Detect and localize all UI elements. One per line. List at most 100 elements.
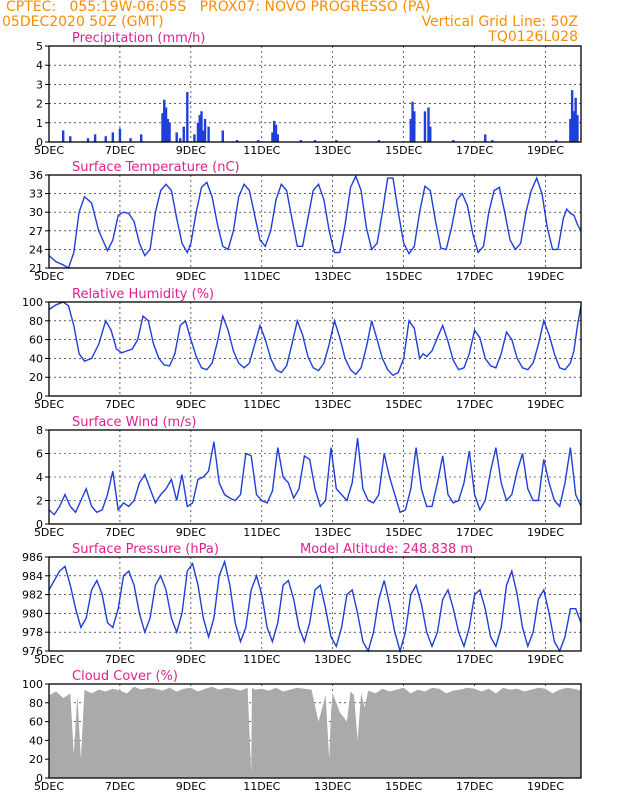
panel-6-y-tick-label: 0 — [36, 772, 43, 785]
panel-1-bar — [111, 132, 115, 142]
panel-5-x-tick-label: 13DEC — [314, 653, 351, 666]
panel-6-x-tick-label: 9DEC — [176, 780, 206, 793]
panel-4-x-tick-label: 9DEC — [176, 526, 206, 539]
panel-3-y-tick-label: 60 — [29, 334, 43, 347]
panel-6-y-tick-label: 100 — [22, 678, 43, 691]
panel-1-bar — [572, 111, 576, 142]
panel-1-bar — [423, 111, 427, 142]
panel-4-y-tick-label: 0 — [36, 518, 43, 531]
panel-1-bar — [202, 130, 205, 142]
panel-6-x-tick-label: 7DEC — [105, 780, 135, 793]
panel-4-title: Surface Wind (m/s) — [72, 415, 196, 430]
panel-6-x-tick-label: 17DEC — [456, 780, 493, 793]
panel-5-y-tick-label: 982 — [22, 589, 43, 602]
panel-2-y-tick-label: 33 — [29, 188, 43, 201]
panel-1-bar — [207, 126, 210, 142]
panel-6-x-tick-label: 15DEC — [385, 780, 422, 793]
panel-4-frame — [48, 429, 582, 525]
panel-1-bar — [93, 134, 97, 142]
panel-2-y-tick-label: 24 — [29, 243, 43, 256]
header-line1: CPTEC: 055:19W-06:05S PROX07: NOVO PROGR… — [6, 0, 431, 15]
panel-6-y-tick-label: 60 — [29, 716, 43, 729]
panel-2-x-tick-label: 15DEC — [385, 270, 422, 283]
panel-3-series-line — [48, 301, 582, 377]
panel-6-x-tick-label: 13DEC — [314, 780, 351, 793]
panel-1-bar — [200, 111, 203, 142]
panel-1-bar — [104, 136, 107, 142]
panel-1-bar — [411, 101, 414, 142]
panel-1-x-tick-label: 7DEC — [105, 144, 135, 157]
panel-1-x-tick-label: 15DEC — [385, 144, 422, 157]
panel-1-y-tick-label: 3 — [36, 78, 43, 91]
panel-1-bar — [193, 134, 196, 142]
panel-6-frame — [48, 683, 582, 779]
panel-6-title: Cloud Cover (%) — [72, 669, 178, 684]
panel-1-bar — [274, 124, 278, 142]
panel-4-x-tick-label: 11DEC — [243, 526, 280, 539]
panel-3-x-tick-label: 15DEC — [385, 398, 422, 411]
panel-4-x-tick-label: 15DEC — [385, 526, 422, 539]
panel-3-x-tick-label: 5DEC — [34, 398, 64, 411]
panel-1-y-tick-label: 0 — [36, 136, 43, 149]
panel-5-title: Surface Pressure (hPa) — [72, 542, 219, 557]
panel-4-x-tick-label: 5DEC — [34, 526, 64, 539]
panel-5-x-tick-label: 17DEC — [456, 653, 493, 666]
panel-3-y-tick-label: 0 — [36, 390, 43, 403]
panel-1-bar — [221, 130, 224, 142]
panel-1-bar — [175, 132, 178, 142]
panel-2-y-tick-label: 21 — [29, 262, 43, 275]
panel-1-x-tick-label: 9DEC — [176, 144, 206, 157]
panel-2-x-tick-label: 11DEC — [243, 270, 280, 283]
header-line2-left: 05DEC2020 50Z (GMT) — [2, 14, 164, 30]
panel-3-y-tick-label: 100 — [22, 296, 43, 309]
panel-1-bar — [118, 128, 122, 142]
panel-1-bar — [163, 99, 166, 142]
panel-1-bar — [574, 97, 577, 142]
panel-5-y-tick-label: 976 — [22, 645, 43, 658]
panel-5-series-line — [48, 559, 582, 654]
panel-2-x-tick-label: 19DEC — [527, 270, 564, 283]
panel-1-bar — [186, 92, 189, 142]
panel-1-y-tick-label: 5 — [36, 40, 43, 53]
panel-1-bar — [335, 140, 338, 142]
panel-1-bar — [409, 118, 412, 142]
panel-1-bar — [576, 115, 579, 142]
panel-1-bar — [61, 130, 65, 142]
panel-1-bar — [377, 140, 381, 142]
panel-1-bar — [276, 134, 279, 142]
panel-1-bar — [164, 107, 168, 142]
panel-5-x-tick-label: 5DEC — [34, 653, 64, 666]
panel-6-area — [49, 686, 581, 778]
panel-2-x-tick-label: 7DEC — [105, 270, 135, 283]
panel-5-x-tick-label: 11DEC — [243, 653, 280, 666]
panel-2-y-tick-label: 36 — [29, 169, 43, 182]
panel-1-bar — [168, 122, 171, 142]
panel-1-bar — [257, 140, 260, 142]
panel-1-bar — [140, 134, 143, 142]
panel-2-title: Surface Temperature (nC) — [72, 160, 240, 175]
panel-1-bar — [427, 107, 430, 142]
panel-2-frame — [48, 174, 582, 269]
panel-3-x-tick-label: 19DEC — [527, 398, 564, 411]
panel-1-bar — [484, 134, 487, 142]
panel-1-bar — [299, 140, 303, 142]
panel-3-x-tick-label: 9DEC — [176, 398, 206, 411]
panel-1-bar — [203, 118, 207, 142]
panel-2-series-line — [48, 174, 582, 270]
panel-1-bar — [196, 122, 200, 142]
panel-2-x-tick-label: 5DEC — [34, 270, 64, 283]
panel-3-x-tick-label: 13DEC — [314, 398, 351, 411]
panel-1-bar — [235, 140, 239, 142]
panel-1-bar — [69, 136, 72, 142]
panel-1-bar — [491, 140, 494, 142]
panel-1-x-tick-label: 19DEC — [527, 144, 564, 157]
panel-3-x-tick-label: 17DEC — [456, 398, 493, 411]
panel-2-y-tick-label: 27 — [29, 225, 43, 238]
panel-1-bar — [86, 138, 90, 142]
panel-6-x-tick-label: 19DEC — [527, 780, 564, 793]
panel-1-title: Precipitation (mm/h) — [72, 31, 205, 46]
panel-5-y-tick-label: 978 — [22, 626, 43, 639]
panel-1-bar — [273, 120, 276, 142]
panel-3-y-tick-label: 40 — [29, 352, 43, 365]
